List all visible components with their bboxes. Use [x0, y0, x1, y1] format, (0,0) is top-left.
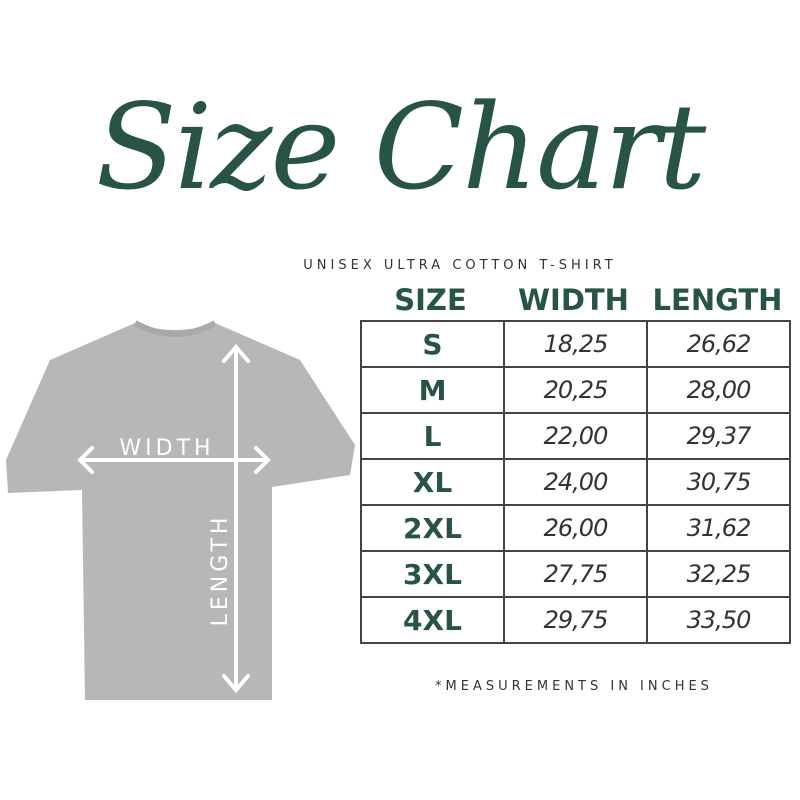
- size-cell: M: [360, 366, 505, 414]
- size-cell: L: [360, 412, 505, 460]
- table-row: 3XL 27,75 32,25: [360, 550, 791, 598]
- table-row: M 20,25 28,00: [360, 366, 791, 414]
- width-cell: 27,75: [503, 550, 648, 598]
- page-title: Size Chart: [95, 78, 707, 216]
- measurement-note: *MEASUREMENTS IN INCHES: [435, 679, 713, 694]
- size-cell: 2XL: [360, 504, 505, 552]
- width-label: WIDTH: [119, 436, 214, 461]
- length-cell: 26,62: [646, 320, 791, 368]
- size-table: S 18,25 26,62 M 20,25 28,00 L 22,00 29,37 XL 24,00…: [360, 320, 791, 644]
- length-cell: 32,25: [646, 550, 791, 598]
- length-cell: 28,00: [646, 366, 791, 414]
- tshirt-shape: [6, 323, 355, 700]
- header-width: WIDTH: [518, 283, 629, 317]
- table-row: L 22,00 29,37: [360, 412, 791, 460]
- table-row: S 18,25 26,62: [360, 320, 791, 368]
- size-cell: 4XL: [360, 596, 505, 644]
- header-length: LENGTH: [652, 283, 783, 317]
- size-cell: S: [360, 320, 505, 368]
- header-size: SIZE: [394, 283, 467, 317]
- length-arrow: [222, 343, 250, 694]
- table-row: 4XL 29,75 33,50: [360, 596, 791, 644]
- size-cell: XL: [360, 458, 505, 506]
- size-cell: 3XL: [360, 550, 505, 598]
- length-label: LENGTH: [208, 514, 233, 627]
- width-cell: 29,75: [503, 596, 648, 644]
- tshirt-diagram: WIDTH LENGTH: [6, 320, 355, 700]
- length-cell: 33,50: [646, 596, 791, 644]
- width-cell: 20,25: [503, 366, 648, 414]
- width-cell: 24,00: [503, 458, 648, 506]
- width-cell: 22,00: [503, 412, 648, 460]
- table-row: XL 24,00 30,75: [360, 458, 791, 506]
- width-cell: 26,00: [503, 504, 648, 552]
- length-cell: 31,62: [646, 504, 791, 552]
- width-cell: 18,25: [503, 320, 648, 368]
- length-cell: 30,75: [646, 458, 791, 506]
- subtitle: UNISEX ULTRA COTTON T-SHIRT: [303, 258, 617, 273]
- table-row: 2XL 26,00 31,62: [360, 504, 791, 552]
- length-cell: 29,37: [646, 412, 791, 460]
